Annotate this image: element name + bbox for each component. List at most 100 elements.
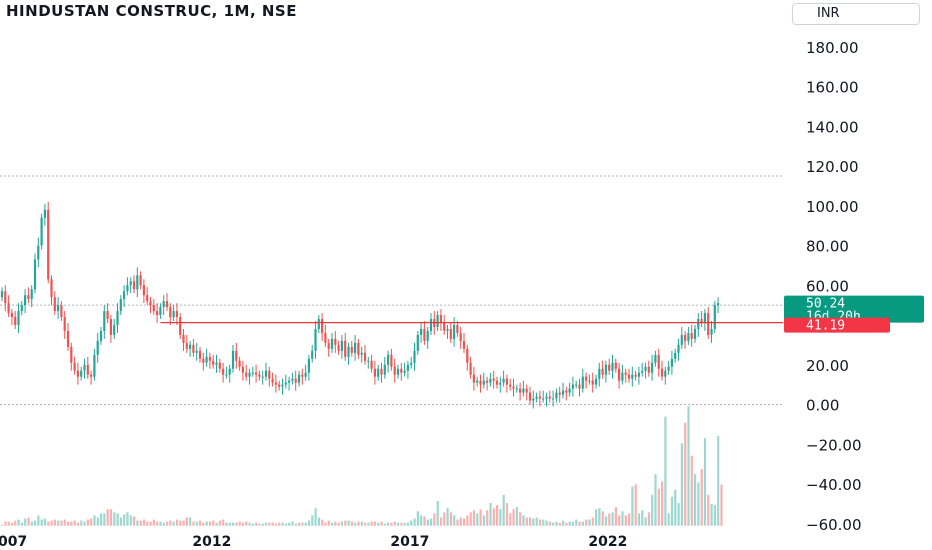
volume-bar	[142, 519, 146, 526]
volume-bar	[228, 522, 231, 526]
volume-bar	[667, 513, 670, 526]
candle	[505, 374, 508, 393]
candle-body	[189, 344, 192, 349]
volume-bar	[331, 522, 334, 526]
candle-body	[429, 319, 433, 331]
candle	[575, 380, 578, 389]
candle-body	[304, 372, 307, 377]
x-tick-label: 2012	[192, 534, 231, 550]
volume-bar	[241, 522, 245, 526]
candle-body	[410, 362, 413, 365]
volume-bar	[238, 521, 241, 526]
candle	[222, 362, 225, 383]
candle-body	[294, 378, 297, 383]
candle	[651, 354, 654, 381]
candle-body	[594, 378, 598, 385]
candle-body	[248, 372, 251, 377]
candle	[390, 348, 393, 371]
candle-body	[208, 356, 211, 361]
candle	[403, 362, 406, 377]
candle-body	[545, 396, 548, 399]
candle-body	[608, 364, 611, 371]
candle-body	[538, 396, 541, 399]
candle-body	[179, 317, 182, 335]
volume-bar	[116, 513, 119, 526]
volume-bar	[123, 514, 126, 526]
candle-body	[116, 311, 119, 325]
candle	[152, 299, 155, 316]
current-price-label: 50.24	[806, 297, 845, 312]
candle-body	[258, 374, 261, 377]
candle-body	[274, 382, 277, 385]
candle	[400, 362, 403, 381]
candle-body	[136, 275, 139, 290]
candle-body	[713, 305, 716, 329]
candle	[17, 303, 20, 333]
volume-bar	[126, 512, 129, 526]
volume-bar	[684, 422, 687, 526]
volume-bar	[558, 522, 561, 526]
candle	[238, 356, 241, 371]
candle-body	[132, 281, 136, 290]
candle	[558, 386, 561, 403]
volume-bar	[189, 517, 192, 526]
volume-bar	[113, 512, 116, 526]
candle	[423, 321, 426, 345]
volume-bar	[53, 519, 56, 526]
volume-bar	[294, 523, 297, 526]
candle-body	[297, 374, 301, 383]
grid-lines	[0, 175, 783, 405]
volume-bar	[357, 521, 360, 526]
volume-bar	[169, 520, 172, 526]
candle	[693, 325, 697, 343]
candle-body	[317, 319, 320, 329]
candle	[647, 360, 650, 377]
currency-selector[interactable]: INR	[792, 3, 920, 25]
volume-bar	[707, 494, 710, 526]
candle	[235, 342, 238, 369]
volume-bar	[588, 519, 591, 526]
candle	[555, 388, 558, 403]
candle-body	[139, 275, 142, 286]
candle	[198, 346, 202, 363]
candle-body	[637, 372, 640, 377]
volume-bar	[446, 508, 449, 526]
volume-bar	[159, 521, 162, 526]
candle	[631, 366, 634, 387]
candle-body	[453, 325, 456, 339]
candle	[136, 267, 139, 298]
candle-body	[340, 340, 343, 351]
candle-body	[495, 380, 499, 385]
volume-bar	[472, 510, 476, 526]
candle	[604, 360, 607, 383]
candle-body	[360, 352, 363, 355]
candle-body	[575, 384, 578, 386]
volume-bar	[367, 522, 370, 526]
candle	[492, 370, 495, 389]
candle-body	[284, 382, 287, 385]
volume-bar	[720, 484, 723, 526]
candle-body	[156, 311, 159, 316]
volume-bar	[499, 509, 502, 526]
volume-bar	[347, 520, 350, 526]
candle-body	[660, 368, 664, 377]
candle	[443, 315, 446, 335]
volume-bar	[258, 523, 261, 526]
candle	[70, 342, 73, 371]
candle-body	[261, 376, 264, 378]
candle-body	[195, 350, 198, 353]
volume-bar	[542, 519, 545, 526]
candle	[231, 344, 235, 373]
volume-bar	[578, 521, 581, 526]
candle-body	[330, 338, 334, 349]
volume-bar	[390, 522, 393, 526]
candle-body	[245, 372, 248, 377]
candle-body	[96, 340, 99, 355]
candle-body	[50, 279, 53, 298]
volume-bar	[195, 521, 198, 526]
candle-body	[169, 307, 172, 318]
candle-body	[103, 311, 106, 331]
candle-body	[601, 368, 604, 375]
candle	[429, 313, 433, 335]
